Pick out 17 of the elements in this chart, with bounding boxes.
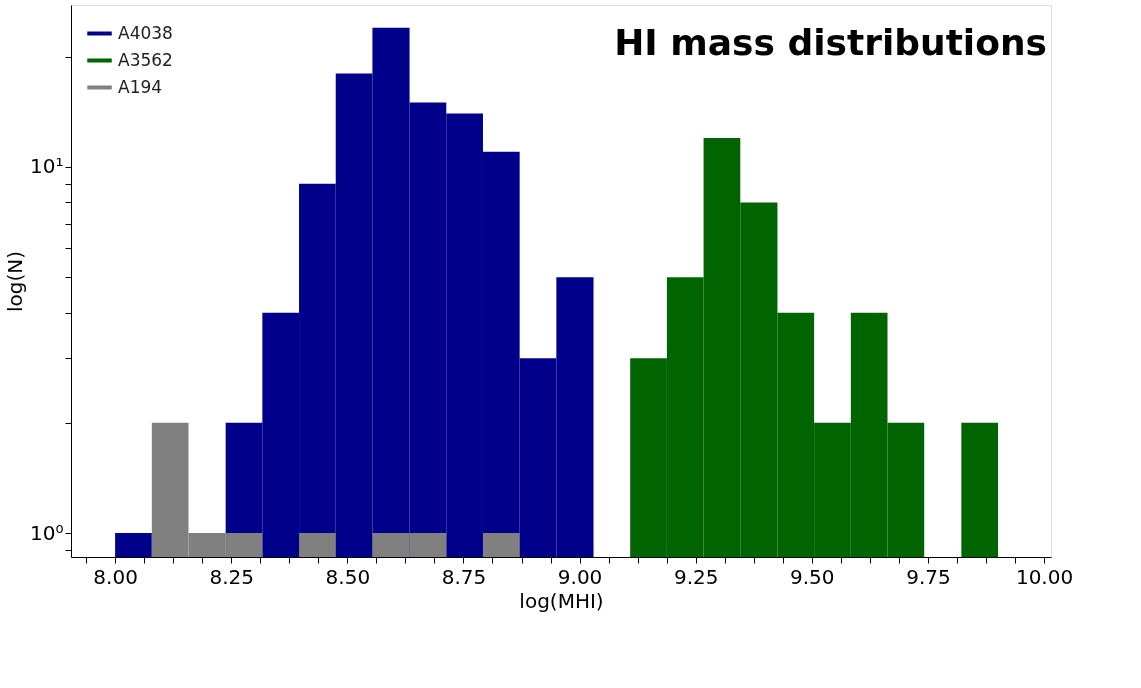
y-axis-title: log(N) [3, 250, 28, 313]
legend-label: A3562 [118, 49, 173, 70]
y-tick-label: 10⁰ [30, 520, 64, 545]
y-tick-label: 10¹ [30, 154, 64, 179]
x-tick-label: 10.00 [1015, 564, 1074, 589]
legend-label: A194 [118, 76, 163, 97]
legend-label: A4038 [118, 22, 173, 43]
x-tick-label: 8.25 [209, 564, 254, 589]
x-tick-label: 9.25 [673, 564, 719, 589]
x-axis-title: log(MHI) [519, 588, 604, 613]
x-tick-label: 8.50 [325, 564, 371, 589]
x-tick-label: 9.75 [906, 564, 951, 589]
x-tick-label: 9.50 [790, 564, 835, 589]
x-tick-label: 8.75 [441, 564, 487, 589]
x-tick-label: 9.00 [557, 564, 603, 589]
text: HI mass distributions [614, 22, 1047, 63]
x-tick-label: 8.00 [93, 564, 138, 589]
